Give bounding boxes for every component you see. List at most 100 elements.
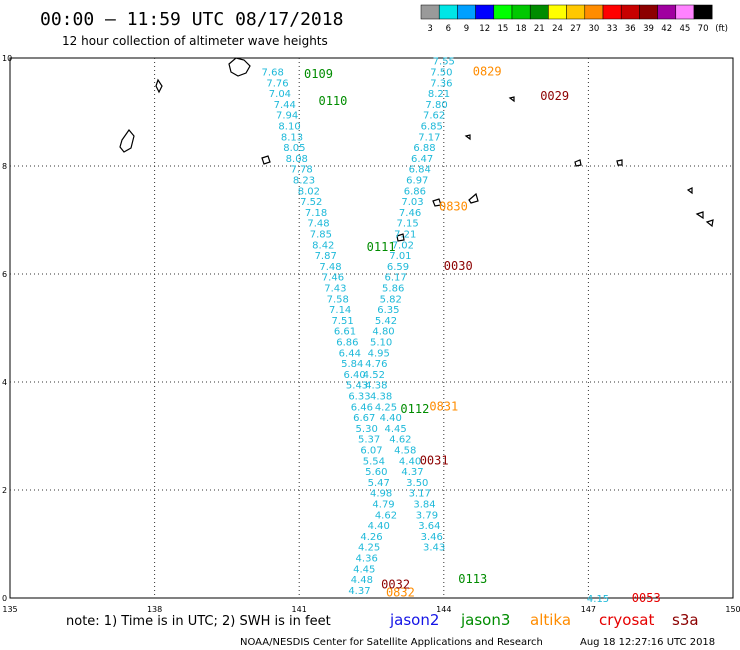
land-outline (616, 159, 623, 166)
land-outline (686, 187, 693, 195)
colorbar-swatch (438, 4, 458, 20)
pass-time-label: 0830 (439, 200, 468, 214)
swh-value: 7.18 (305, 208, 327, 219)
swh-value: 7.51 (331, 316, 353, 327)
x-tick-label: 150 (725, 605, 740, 614)
swh-value: 6.47 (411, 154, 433, 165)
x-tick-label: 135 (2, 605, 17, 614)
swh-value: 4.37 (401, 467, 423, 478)
y-tick-label: 2 (2, 486, 7, 495)
footer-timestamp: Aug 18 12:27:16 UTC 2018 (580, 637, 715, 648)
swh-value: 6.86 (404, 186, 426, 197)
swh-value: 4.40 (380, 413, 402, 424)
pass-time-label: 0053 (632, 591, 661, 605)
legend-entry-s3a: s3a (672, 611, 699, 629)
swh-value: 4.38 (370, 392, 392, 403)
colorbar-label: 33 (607, 24, 618, 34)
swh-value: 7.01 (389, 251, 411, 262)
swh-value: 6.17 (384, 273, 406, 284)
swh-value: 7.48 (307, 219, 329, 230)
legend-entry-jason2: jason2 (389, 611, 439, 629)
land-outline (228, 57, 251, 77)
swh-value: 4.76 (365, 359, 387, 370)
swh-value: 8.05 (283, 143, 305, 154)
swh-value: 5.86 (382, 284, 404, 295)
axis-tick-labels: 135 138 141 144 147 150 0 2 4 6 8 10 (2, 54, 740, 614)
pass-time-label: 0030 (444, 259, 473, 273)
pass-time-label: 0110 (318, 94, 347, 108)
swh-value: 7.15 (397, 219, 419, 230)
land-outline (508, 96, 515, 103)
colorbar-swatch (693, 4, 713, 20)
swh-value: 6.67 (353, 413, 375, 424)
swh-value: 3.43 (423, 543, 445, 554)
swh-value: 7.48 (319, 262, 341, 273)
swh-value: 7.17 (418, 132, 440, 143)
swh-value: 5.30 (356, 424, 378, 435)
swh-value: 7.55 (433, 57, 455, 68)
x-tick-label: 138 (147, 605, 162, 614)
land-outline (574, 159, 582, 167)
colorbar-label: 12 (479, 24, 490, 34)
legend-entry-jason3: jason3 (460, 611, 510, 629)
land-outline (695, 211, 704, 220)
swh-value: 4.40 (399, 456, 421, 467)
swh-value: 5.37 (358, 435, 380, 446)
x-tick-label: 147 (581, 605, 596, 614)
swh-value: 7.46 (322, 273, 344, 284)
swh-value: 3.64 (418, 521, 440, 532)
swh-value: 4.40 (368, 521, 390, 532)
colorbar: 3 6 9 12 15 18 21 24 27 30 33 36 39 42 45 70 (ft) (420, 4, 728, 34)
swh-value: 3.84 (413, 500, 435, 511)
land-outline (261, 155, 271, 165)
colorbar-swatch (566, 4, 586, 20)
swh-value: 5.47 (368, 478, 390, 489)
swh-value: 3.79 (416, 510, 438, 521)
swh-value: 3.17 (409, 489, 431, 500)
swh-value: 4.25 (375, 402, 397, 413)
swh-value: 4.15 (587, 594, 609, 605)
swh-value: 7.50 (430, 68, 452, 79)
swh-value: 7.87 (315, 251, 337, 262)
colorbar-label: 6 (446, 24, 451, 34)
swh-value: 4.48 (351, 575, 373, 586)
swh-value: 4.36 (356, 554, 378, 565)
x-tick-label: 141 (292, 605, 307, 614)
swh-value: 5.54 (363, 456, 385, 467)
swh-value: 6.88 (413, 143, 435, 154)
land-outline (464, 134, 471, 141)
colorbar-label: 36 (625, 24, 636, 34)
colorbar-swatch (602, 4, 622, 20)
colorbar-swatch (475, 4, 495, 20)
chart-subtitle: 12 hour collection of altimeter wave hei… (62, 34, 328, 48)
swh-value: 7.03 (401, 197, 423, 208)
land-outline (155, 78, 163, 94)
swh-value: 7.78 (290, 165, 312, 176)
swh-value: 7.02 (392, 240, 414, 251)
land-outline (119, 129, 135, 153)
land-masses (119, 57, 714, 242)
swh-value: 7.76 (266, 78, 288, 89)
swh-value: 7.36 (430, 78, 452, 89)
colorbar-swatch (584, 4, 604, 20)
swh-value: 4.80 (372, 327, 394, 338)
grid-lines (10, 58, 733, 598)
colorbar-swatch (420, 4, 440, 20)
swh-value: 6.35 (377, 305, 399, 316)
swh-value: 6.61 (334, 327, 356, 338)
swh-value: 4.62 (389, 435, 411, 446)
swh-value: 6.44 (339, 348, 361, 359)
swh-value: 8.02 (298, 186, 320, 197)
swh-value: 4.45 (353, 564, 375, 575)
swh-value: 8.42 (312, 240, 334, 251)
swh-value: 4.25 (358, 543, 380, 554)
swh-value: 6.40 (343, 370, 365, 381)
colorbar-swatch (620, 4, 640, 20)
y-tick-label: 8 (2, 162, 7, 171)
land-outline (468, 192, 479, 204)
swh-value: 4.37 (348, 586, 370, 597)
pass-time-label: 0831 (429, 399, 458, 413)
swh-value: 7.21 (394, 230, 416, 241)
swh-value: 4.79 (372, 500, 394, 511)
